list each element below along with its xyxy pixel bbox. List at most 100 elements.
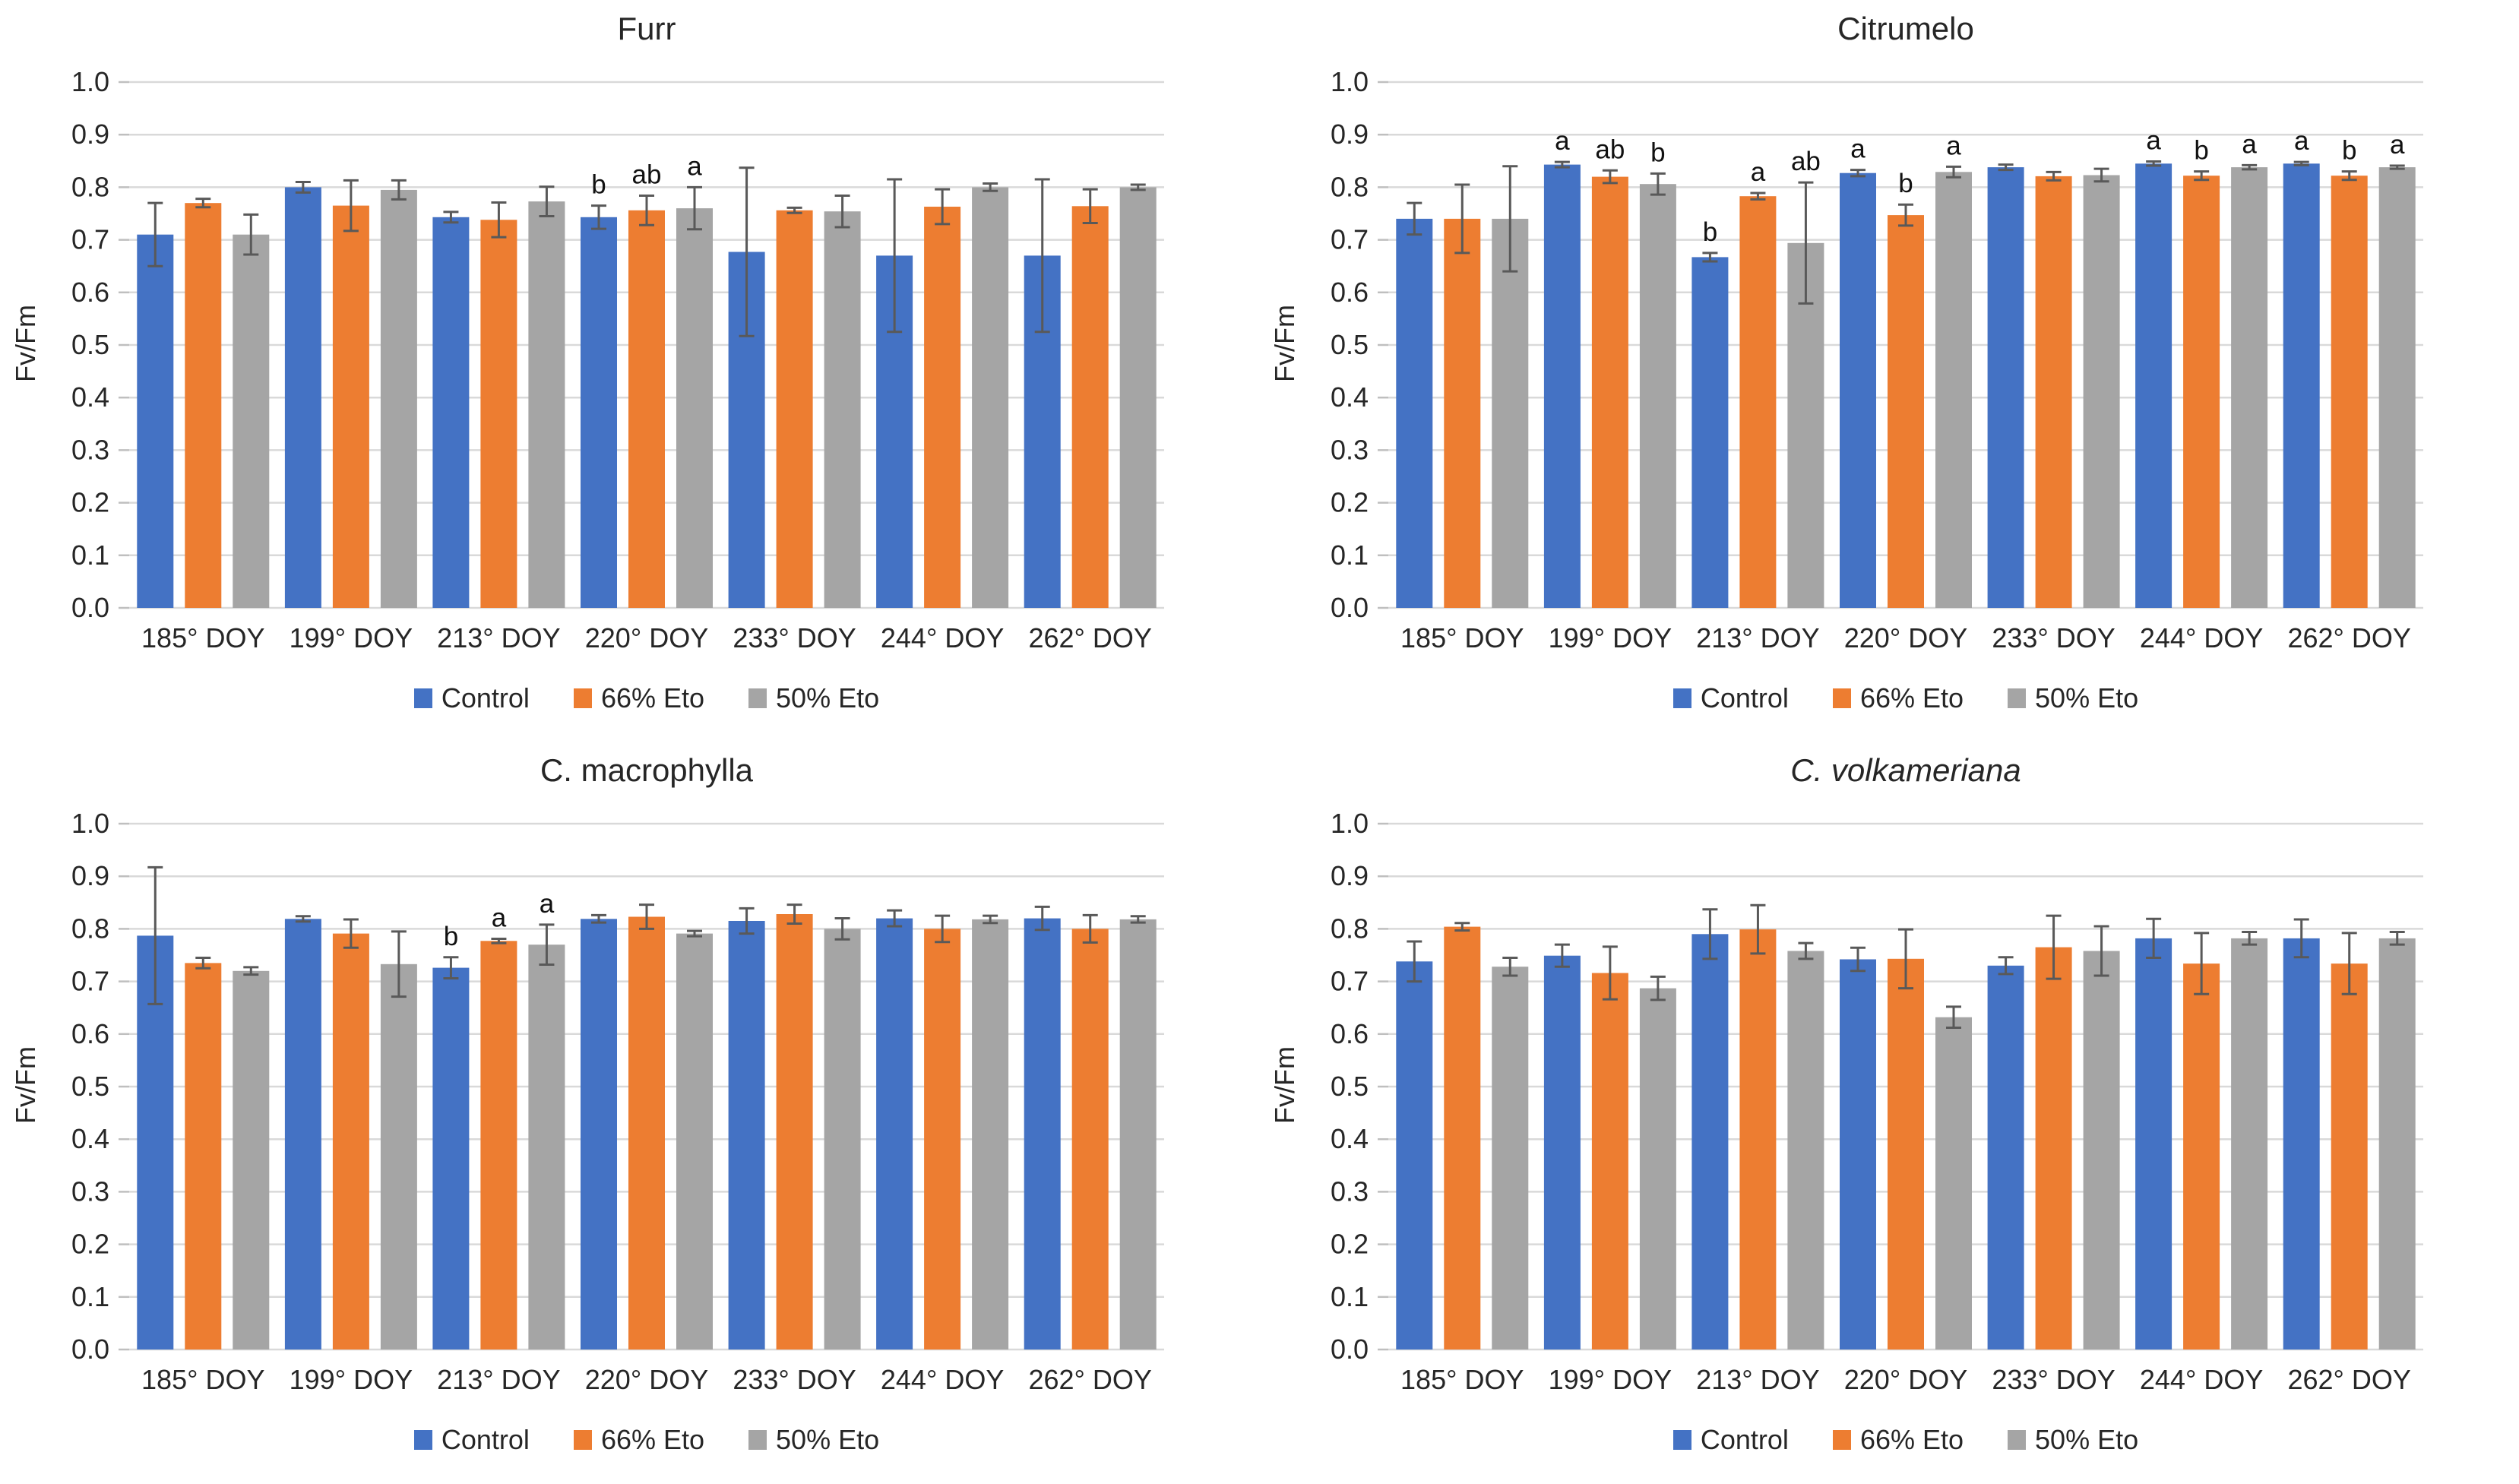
legend-label-66-eto: 66% Eto xyxy=(1859,1424,1964,1455)
svg-text:0.0: 0.0 xyxy=(1331,1334,1369,1365)
svg-text:0.5: 0.5 xyxy=(71,329,109,360)
svg-text:0.1: 0.1 xyxy=(1331,1281,1369,1312)
svg-text:244° DOY: 244° DOY xyxy=(2140,1364,2263,1395)
legend-item-50-eto: 50% Eto xyxy=(748,1424,879,1456)
svg-text:0.3: 0.3 xyxy=(1331,434,1369,465)
svg-text:0.8: 0.8 xyxy=(1331,171,1369,202)
legend-swatch-66-eto xyxy=(573,688,592,708)
legend-label-66-eto: 66% Eto xyxy=(1859,682,1964,714)
svg-text:b: b xyxy=(2342,136,2356,166)
chart-panel-c-volkameriana: C. volkameriana Fv/Fm 0.0 0.1 0.2 0.3 0.4 0.5… xyxy=(1259,742,2519,1484)
svg-text:0.1: 0.1 xyxy=(71,539,109,571)
legend-label-control: Control xyxy=(1700,682,1789,714)
svg-text:233° DOY: 233° DOY xyxy=(1992,622,2115,653)
svg-text:0.5: 0.5 xyxy=(71,1071,109,1102)
svg-text:0.7: 0.7 xyxy=(1331,224,1369,255)
svg-text:0.0: 0.0 xyxy=(1331,592,1369,623)
svg-text:220° DOY: 220° DOY xyxy=(585,1364,708,1395)
svg-text:a: a xyxy=(1751,157,1766,187)
svg-text:213° DOY: 213° DOY xyxy=(1696,622,1819,653)
svg-text:0.9: 0.9 xyxy=(1331,119,1369,150)
svg-text:185° DOY: 185° DOY xyxy=(1400,622,1524,653)
svg-text:0.6: 0.6 xyxy=(1331,277,1369,308)
svg-text:185° DOY: 185° DOY xyxy=(141,622,264,653)
svg-text:213° DOY: 213° DOY xyxy=(437,1364,560,1395)
legend-item-66-eto: 66% Eto xyxy=(1832,682,1964,714)
legend-label-50-eto: 50% Eto xyxy=(2035,1424,2139,1455)
legend-swatch-control xyxy=(1672,688,1691,708)
legend-label-50-eto: 50% Eto xyxy=(776,682,880,714)
svg-text:220° DOY: 220° DOY xyxy=(1844,622,1967,653)
svg-text:a: a xyxy=(540,889,555,919)
svg-text:0.5: 0.5 xyxy=(1331,329,1369,360)
chart-title: C. macrophylla xyxy=(540,752,754,788)
svg-text:0.1: 0.1 xyxy=(1331,539,1369,571)
svg-text:a: a xyxy=(2146,125,2161,155)
svg-text:0.0: 0.0 xyxy=(71,1334,109,1365)
chart-title: Citrumelo xyxy=(1837,11,1974,46)
legend-swatch-control xyxy=(1672,1430,1691,1450)
svg-text:0.3: 0.3 xyxy=(71,1175,109,1207)
chart-plot: 0.0 0.1 0.2 0.3 0.4 0.5 0.6 0.7 0.8 0.9 1.0 185° DO… xyxy=(71,66,1164,653)
legend-item-66-eto: 66% Eto xyxy=(573,1424,705,1456)
svg-text:1.0: 1.0 xyxy=(1331,808,1369,839)
svg-text:0.9: 0.9 xyxy=(71,860,109,891)
svg-text:185° DOY: 185° DOY xyxy=(141,1364,264,1395)
legend-label-50-eto: 50% Eto xyxy=(776,1424,880,1455)
legend-item-control: Control xyxy=(1672,1424,1789,1456)
svg-text:213° DOY: 213° DOY xyxy=(1696,1364,1819,1395)
legend-item-control: Control xyxy=(413,682,530,714)
svg-text:0.2: 0.2 xyxy=(1331,487,1369,518)
svg-text:0.3: 0.3 xyxy=(1331,1175,1369,1207)
svg-text:a: a xyxy=(1555,126,1570,156)
legend-label-66-eto: 66% Eto xyxy=(600,682,705,714)
svg-text:262° DOY: 262° DOY xyxy=(1028,622,1151,653)
legend-item-50-eto: 50% Eto xyxy=(2008,682,2138,714)
svg-text:199° DOY: 199° DOY xyxy=(290,1364,413,1395)
chart-plot: 0.0 0.1 0.2 0.3 0.4 0.5 0.6 0.7 0.8 0.9 1.0 185° DO… xyxy=(1331,66,2423,653)
legend-swatch-control xyxy=(413,688,432,708)
svg-text:b: b xyxy=(591,170,606,200)
svg-text:a: a xyxy=(2242,129,2257,159)
legend-item-50-eto: 50% Eto xyxy=(748,682,879,714)
chart-title: C. volkameriana xyxy=(1790,752,2021,788)
svg-text:0.4: 0.4 xyxy=(1331,381,1369,413)
svg-text:233° DOY: 233° DOY xyxy=(733,1364,856,1395)
svg-text:244° DOY: 244° DOY xyxy=(881,622,1004,653)
chart-legend: Control 66% Eto 50% Eto xyxy=(1388,1424,2423,1456)
chart-legend: Control 66% Eto 50% Eto xyxy=(1388,682,2423,714)
svg-text:244° DOY: 244° DOY xyxy=(881,1364,1004,1395)
svg-text:0.2: 0.2 xyxy=(71,1229,109,1260)
svg-text:0.2: 0.2 xyxy=(1331,1229,1369,1260)
svg-text:a: a xyxy=(2294,126,2309,156)
legend-swatch-control xyxy=(413,1430,432,1450)
svg-text:1.0: 1.0 xyxy=(1331,66,1369,97)
legend-swatch-50-eto xyxy=(748,688,767,708)
svg-text:0.7: 0.7 xyxy=(71,224,109,255)
svg-text:b: b xyxy=(1650,138,1665,167)
legend-label-control: Control xyxy=(1700,1424,1789,1455)
svg-text:0.0: 0.0 xyxy=(71,592,109,623)
svg-text:199° DOY: 199° DOY xyxy=(290,622,413,653)
chart-panel-citrumelo: Citrumelo Fv/Fm 0.0 0.1 0.2 0.3 0.4 0.5 0.6 0.7… xyxy=(1259,0,2519,742)
legend-swatch-50-eto xyxy=(2008,688,2027,708)
svg-text:ab: ab xyxy=(632,160,662,189)
legend-label-66-eto: 66% Eto xyxy=(600,1424,705,1455)
svg-text:0.1: 0.1 xyxy=(71,1281,109,1312)
chart-legend: Control 66% Eto 50% Eto xyxy=(129,1424,1164,1456)
legend-label-50-eto: 50% Eto xyxy=(2035,682,2139,714)
svg-text:185° DOY: 185° DOY xyxy=(1400,1364,1524,1395)
svg-text:0.8: 0.8 xyxy=(71,171,109,202)
svg-text:b: b xyxy=(444,922,458,951)
legend-swatch-66-eto xyxy=(1832,688,1851,708)
legend-item-control: Control xyxy=(413,1424,530,1456)
svg-text:220° DOY: 220° DOY xyxy=(1844,1364,1967,1395)
legend-item-control: Control xyxy=(1672,682,1789,714)
svg-text:b: b xyxy=(1703,217,1717,247)
legend-swatch-66-eto xyxy=(573,1430,592,1450)
svg-text:233° DOY: 233° DOY xyxy=(733,622,856,653)
svg-text:0.4: 0.4 xyxy=(1331,1123,1369,1154)
chart-panel-c-macrophylla: C. macrophylla Fv/Fm 0.0 0.1 0.2 0.3 0.4 0.5 0… xyxy=(0,742,1259,1484)
legend-swatch-66-eto xyxy=(1832,1430,1851,1450)
svg-text:0.8: 0.8 xyxy=(1331,913,1369,944)
